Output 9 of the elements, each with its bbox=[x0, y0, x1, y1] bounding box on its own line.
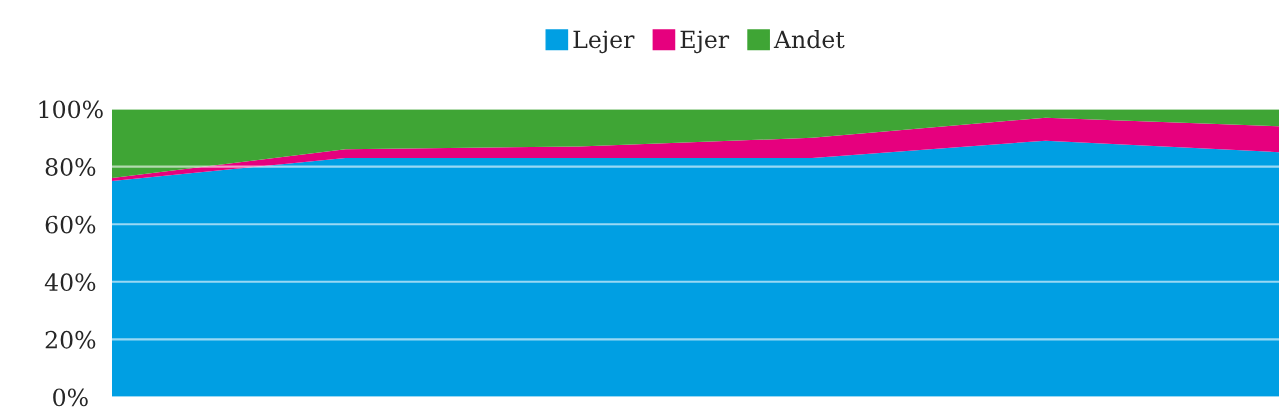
y-tick-label: 20% bbox=[45, 330, 96, 349]
y-tick-label: 100% bbox=[39, 100, 103, 119]
legend-label: Ejer bbox=[680, 30, 730, 54]
y-tick-label: 0% bbox=[53, 388, 88, 407]
y-tick-label: 60% bbox=[45, 215, 96, 234]
y-tick-label: 40% bbox=[44, 273, 96, 292]
legend-label: Andet bbox=[773, 30, 845, 49]
y-tick-label: 80% bbox=[45, 158, 96, 176]
legend-label: Lejer bbox=[573, 30, 635, 54]
